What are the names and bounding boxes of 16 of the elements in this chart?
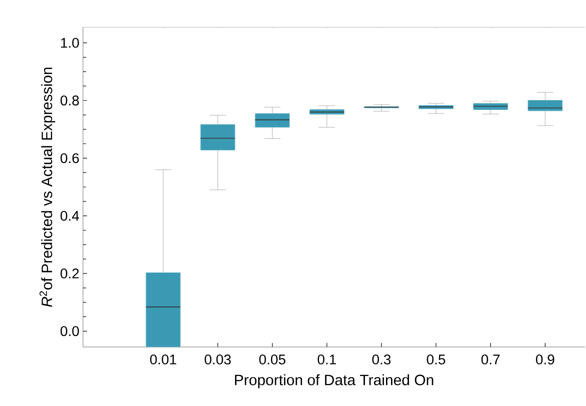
x-tick-label: 0.01 xyxy=(150,354,176,364)
y-tick-label: 1.0 xyxy=(61,38,79,48)
y-tick-label: 0.4 xyxy=(60,210,80,221)
x-tick-label: 0.03 xyxy=(204,354,231,364)
y-tick-label: 0.2 xyxy=(60,268,79,278)
y-tick-label: 0.8 xyxy=(60,96,79,106)
x-tick-label: 0.05 xyxy=(259,354,286,364)
x-tick-label: 0.5 xyxy=(426,354,446,364)
x-tick-label: 0.1 xyxy=(318,354,336,364)
x-tick-label: 0.9 xyxy=(536,354,554,364)
y-axis-title: R$^{2}$of Predicted vs Actual Expression xyxy=(40,68,56,307)
x-tick-label: 0.3 xyxy=(372,354,391,364)
y-tick-label: 0.6 xyxy=(60,153,79,164)
x-tick-label: 0.7 xyxy=(481,354,500,364)
y-tick-label: 0.0 xyxy=(60,326,79,336)
x-axis-title: Proportion of Data Trained On xyxy=(235,374,434,388)
